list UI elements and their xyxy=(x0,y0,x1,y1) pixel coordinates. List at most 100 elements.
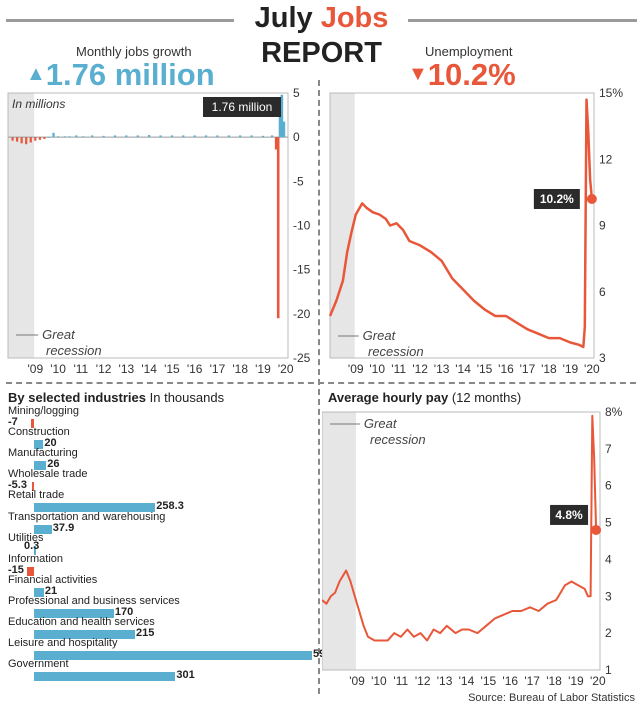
jobs-bar xyxy=(16,137,19,142)
jobs-value: 1.76 million xyxy=(45,57,215,92)
hourly-pay-line xyxy=(322,414,598,642)
jobs-bar xyxy=(270,135,274,138)
recession-band xyxy=(322,412,356,670)
jobs-bar xyxy=(261,135,265,138)
hourly-pay-chart: 8% 7 6 5 4 3 2 1 '09 '10 '11 '12 '13 '14 '15 '16 '17 '18 '… xyxy=(322,405,623,688)
annotation-box xyxy=(550,504,589,525)
industry-label: Transportation and warehousing xyxy=(8,510,166,523)
jobs-bar xyxy=(91,135,94,138)
source-note: Source: Bureau of Labor Statistics xyxy=(468,692,635,704)
jobs-bar xyxy=(136,135,139,138)
industry-bar xyxy=(26,566,34,576)
plot-frame xyxy=(329,92,595,359)
plot-frame xyxy=(7,92,289,359)
y-tick-label: -15 xyxy=(293,263,311,277)
x-tick-label: '18 xyxy=(546,674,562,688)
y-tick-label: 0 xyxy=(293,130,300,144)
x-tick-label: '16 xyxy=(498,362,514,376)
y-tick-label: 7 xyxy=(605,442,612,456)
jobs-bar xyxy=(216,135,219,138)
jobs-bar xyxy=(11,137,14,141)
industry-label: Manufacturing xyxy=(8,447,78,460)
annotation-label: 4.8% xyxy=(555,508,583,522)
x-tick-label: '15 xyxy=(477,362,493,376)
recession-label-line: recession xyxy=(368,344,424,359)
industry-bar xyxy=(34,651,312,661)
x-tick-label: '20 xyxy=(590,674,606,688)
jobs-bar xyxy=(278,113,282,138)
jobs-label: Monthly jobs growth xyxy=(76,44,192,59)
x-tick-label: '13 xyxy=(437,674,453,688)
recession-label-line: Great xyxy=(364,416,398,431)
industry-value: 301 xyxy=(176,669,195,682)
industry-value: -7 xyxy=(8,416,18,428)
y-tick-label: 5 xyxy=(293,88,300,100)
x-tick-label: '13 xyxy=(434,362,450,376)
recession-label: Great recession xyxy=(364,416,426,447)
jobs-bar xyxy=(250,135,253,138)
x-tick-label: '10 xyxy=(371,674,387,688)
x-tick-label: '16 xyxy=(187,362,203,376)
x-tick-label: '11 xyxy=(73,362,88,376)
industry-value: -5.3 xyxy=(8,479,27,492)
recession-label-line: Great xyxy=(42,327,76,342)
x-tick-label: '10 xyxy=(50,362,66,376)
y-tick-label: 2 xyxy=(605,626,612,640)
y-tick-label: -25 xyxy=(293,351,311,365)
jobs-bar xyxy=(239,135,242,138)
annotation-box xyxy=(203,97,281,117)
x-tick-label: '16 xyxy=(502,674,518,688)
industry-value: 0.3 xyxy=(24,539,40,552)
title-rule-left xyxy=(6,19,234,22)
x-tick-label: '17 xyxy=(210,362,226,376)
pay-subtitle: (12 months) xyxy=(451,390,522,405)
industries-title: By selected industries xyxy=(8,390,146,405)
y-tick-label: 4 xyxy=(605,552,612,566)
y-tick-label: 3 xyxy=(599,351,606,365)
jobs-headline: ▲1.76 million xyxy=(26,57,215,93)
jobs-bar xyxy=(102,135,105,138)
jobs-bar xyxy=(47,137,51,138)
recession-label: Great recession xyxy=(42,327,101,358)
industry-value: 170 xyxy=(114,605,134,618)
jobs-bar xyxy=(25,137,28,145)
pay-title: Average hourly pay xyxy=(328,390,449,405)
title-part1: July xyxy=(254,2,321,34)
recession-label-line: Great xyxy=(363,328,397,343)
jobs-bar xyxy=(52,132,55,138)
jobs-bar xyxy=(148,134,151,138)
jobs-bar xyxy=(29,137,32,143)
industry-label: Retail trade xyxy=(8,489,65,502)
jobs-bar xyxy=(276,137,280,319)
recession-band xyxy=(330,93,355,358)
y-tick-label: 12 xyxy=(599,152,613,166)
jobs-bar xyxy=(282,121,286,138)
x-tick-label: '20 xyxy=(584,362,600,376)
industry-bar xyxy=(34,524,52,534)
x-tick-label: '15 xyxy=(481,674,497,688)
industry-label: Mining/logging xyxy=(8,405,79,417)
page-title-line2: REPORT xyxy=(261,37,382,69)
industry-label: Leisure and hospitality xyxy=(8,637,118,650)
y-tick-label: -20 xyxy=(293,307,311,321)
industry-label: Utilities xyxy=(8,531,44,544)
industry-bar xyxy=(34,587,44,597)
horizontal-divider xyxy=(6,382,636,384)
jobs-bar xyxy=(182,135,185,138)
last-point-marker xyxy=(591,524,602,535)
industry-value: -15 xyxy=(8,563,24,576)
industry-bar xyxy=(34,672,176,682)
recession-label: Great recession xyxy=(363,328,424,359)
annotation-label: 10.2% xyxy=(540,192,574,206)
plot-frame xyxy=(322,411,601,671)
industry-bar xyxy=(34,461,47,471)
y-tick-label: 1 xyxy=(605,663,612,677)
industry-value: 26 xyxy=(47,458,60,471)
industry-value: 37.9 xyxy=(52,521,75,534)
jobs-bar xyxy=(34,137,37,141)
industry-label: Wholesale trade xyxy=(8,468,88,481)
industry-bar xyxy=(31,482,34,492)
jobs-bar xyxy=(274,137,278,150)
title-part2: Jobs xyxy=(320,2,389,34)
pay-heading: Average hourly pay (12 months) xyxy=(328,390,521,405)
